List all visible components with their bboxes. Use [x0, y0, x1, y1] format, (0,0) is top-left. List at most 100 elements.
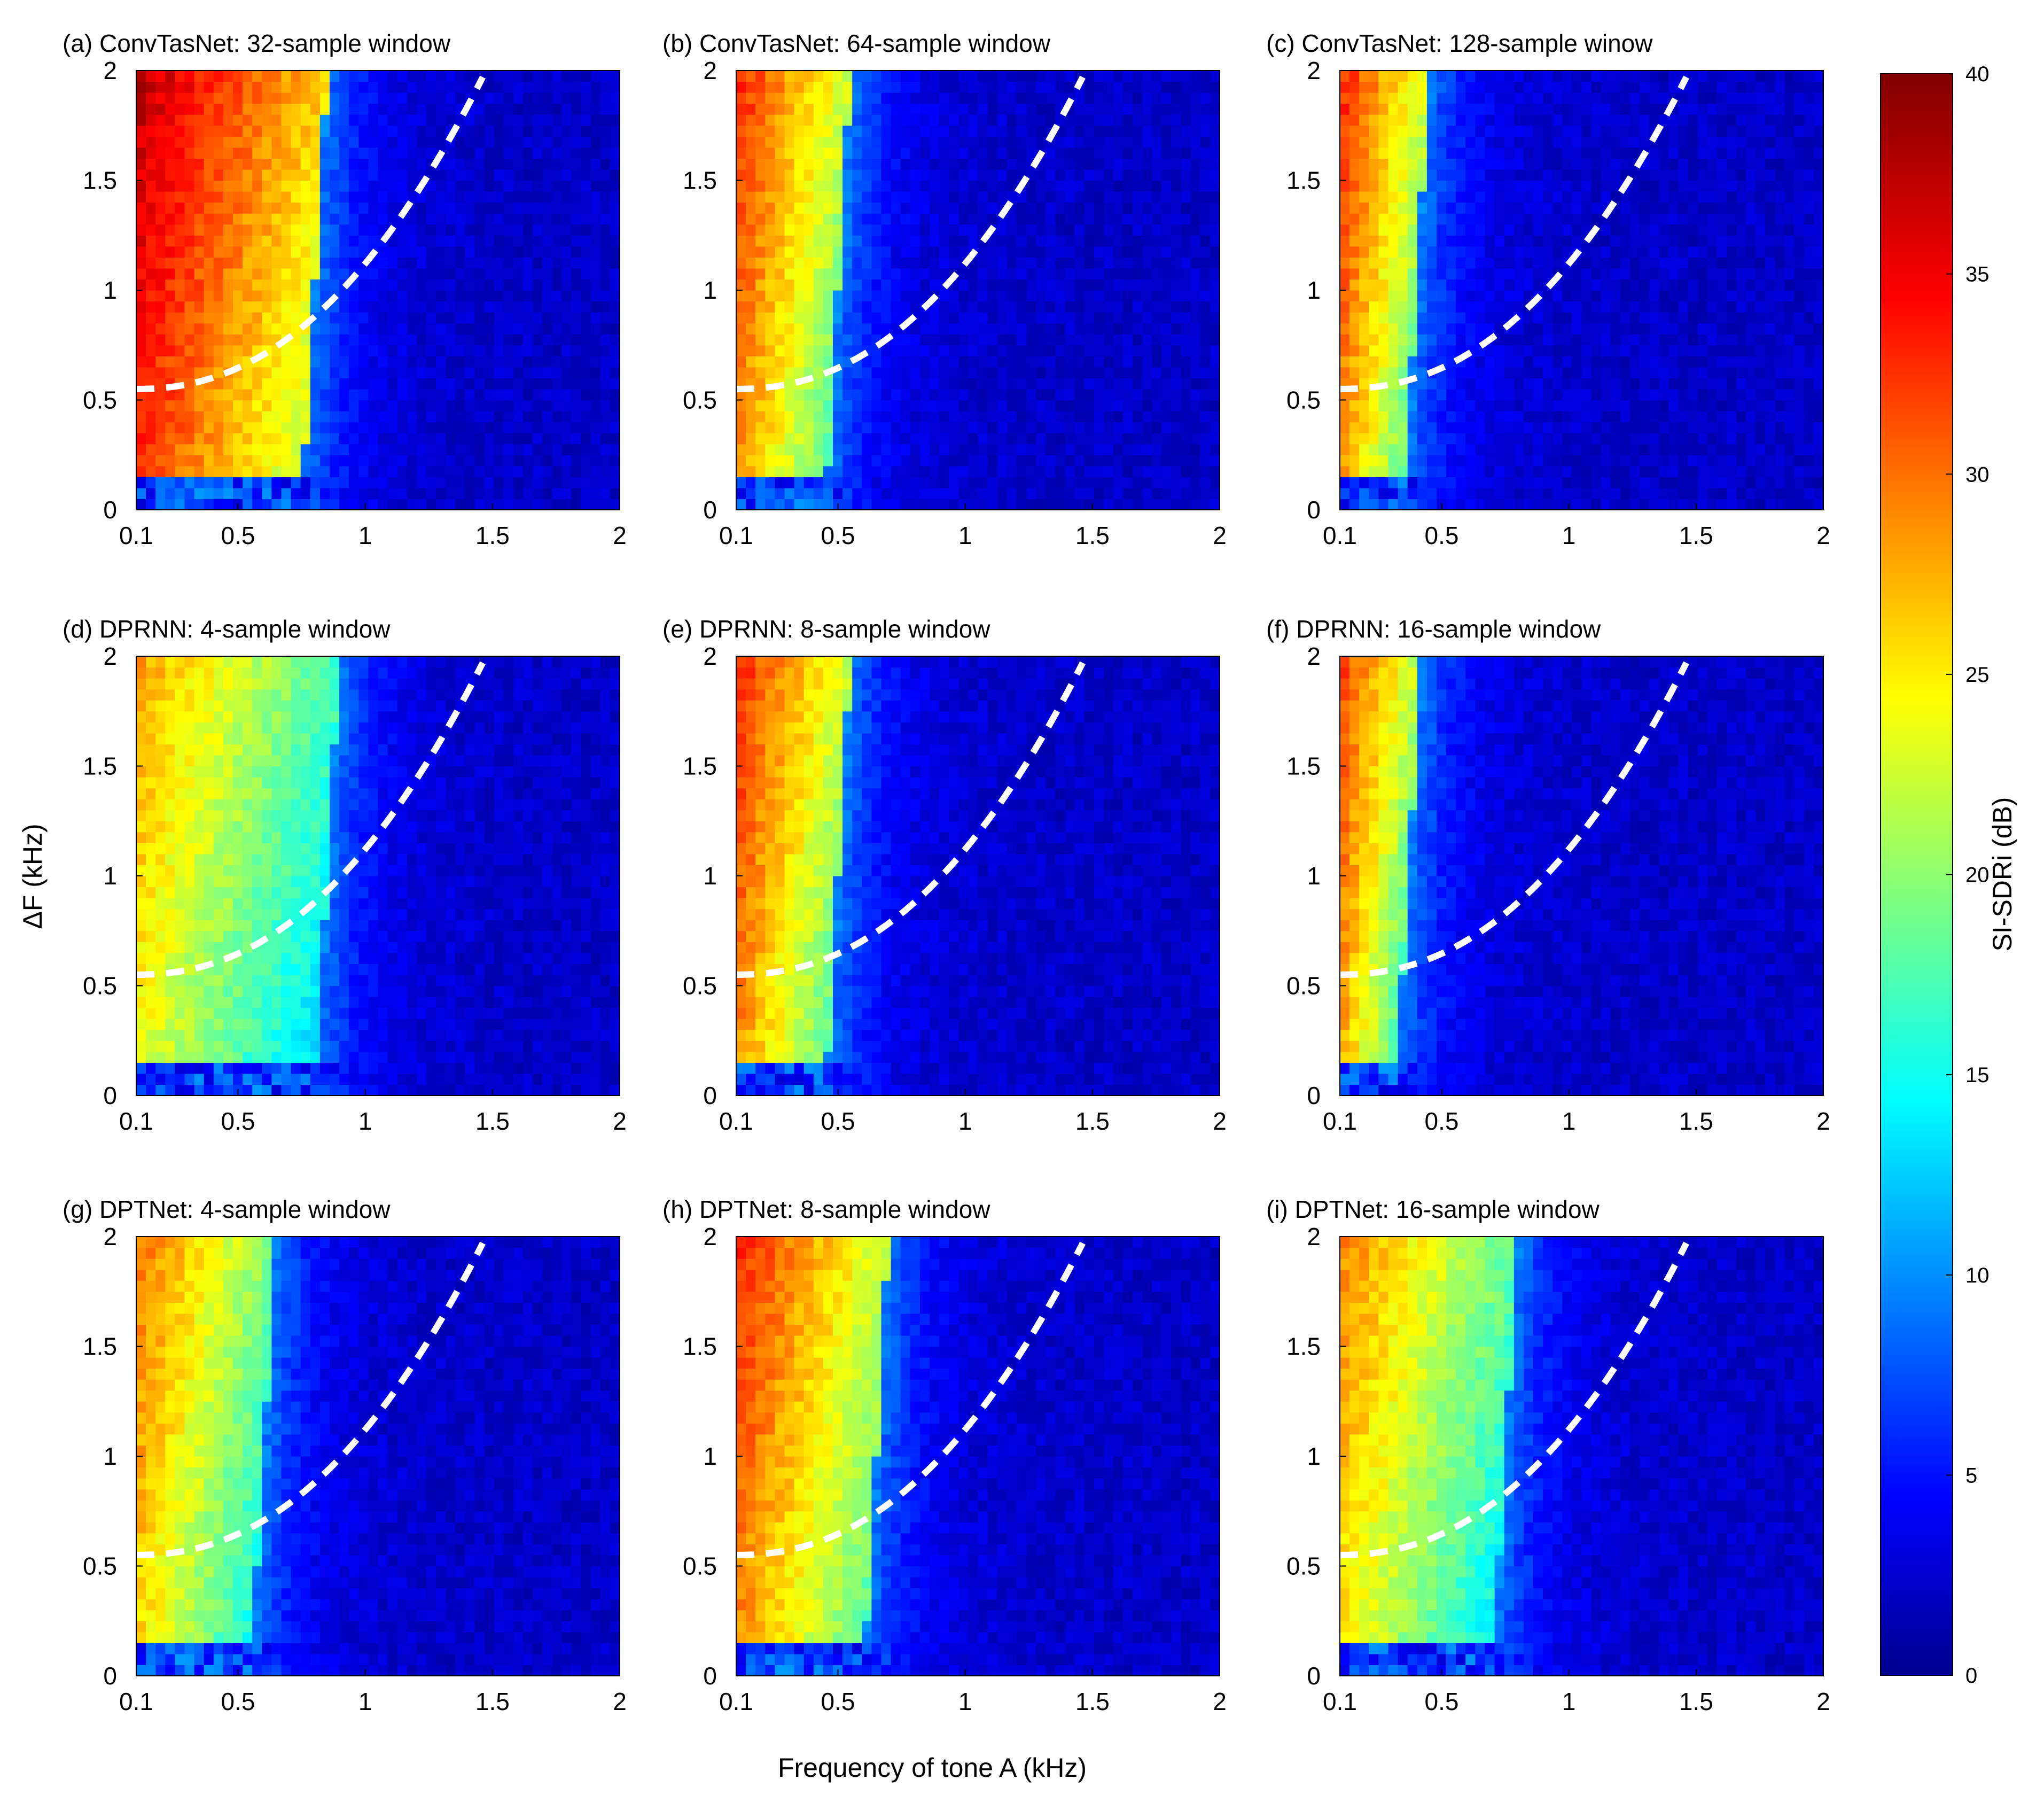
heatmap-cell	[1200, 400, 1211, 411]
heatmap-cell	[339, 312, 349, 324]
heatmap-cell	[271, 158, 282, 170]
heatmap-cell	[571, 213, 582, 225]
heatmap-cell	[243, 388, 253, 401]
heatmap-cell	[513, 433, 524, 445]
heatmap-cell	[349, 411, 359, 423]
heatmap-cell	[1340, 356, 1350, 368]
heatmap-cell	[871, 477, 882, 488]
heatmap-cell	[852, 433, 862, 445]
heatmap-cell	[833, 323, 843, 335]
heatmap-cell	[542, 103, 552, 115]
heatmap-cell	[900, 103, 911, 115]
heatmap-cell	[136, 213, 146, 225]
heatmap-cell	[1113, 114, 1124, 126]
heatmap-cell	[891, 444, 901, 455]
heatmap-cell	[1036, 422, 1046, 433]
heatmap-cell	[1523, 147, 1534, 159]
heatmap-cell	[949, 191, 959, 203]
heatmap-cell	[900, 433, 911, 445]
heatmap-cell	[319, 487, 330, 500]
heatmap-cell	[1398, 158, 1408, 170]
heatmap-cell	[561, 169, 572, 181]
heatmap-cell	[194, 268, 205, 280]
heatmap-cell	[1161, 92, 1172, 104]
heatmap-cell	[146, 169, 156, 181]
heatmap-cell	[533, 147, 543, 159]
heatmap-cell	[891, 334, 901, 346]
heatmap-cell	[561, 180, 572, 192]
heatmap-cell	[426, 367, 436, 378]
heatmap-cell	[1094, 224, 1104, 236]
heatmap-cell	[1407, 180, 1418, 192]
heatmap-cell	[1074, 257, 1085, 269]
heatmap-cell	[1142, 92, 1152, 104]
heatmap-cell	[446, 202, 456, 214]
heatmap-cell	[1084, 125, 1095, 137]
heatmap-cell	[1349, 169, 1360, 181]
heatmap-cell	[484, 158, 495, 170]
heatmap-cell	[600, 411, 611, 423]
heatmap-cell	[1084, 312, 1095, 324]
heatmap-cell	[561, 147, 572, 159]
heatmap-cell	[1190, 213, 1201, 225]
heatmap-cell	[533, 180, 543, 192]
heatmap-cell	[319, 433, 330, 445]
heatmap-cell	[175, 92, 185, 104]
heatmap-cell	[1190, 246, 1201, 258]
heatmap-cell	[146, 334, 156, 346]
heatmap-cell	[1103, 92, 1114, 104]
heatmap-cell	[378, 136, 388, 148]
heatmap-cell	[243, 125, 253, 137]
heatmap-cell	[552, 180, 562, 192]
heatmap-cell	[243, 180, 253, 192]
heatmap-cell	[204, 312, 214, 324]
heatmap-cell	[1152, 125, 1162, 137]
heatmap-cell	[1388, 444, 1399, 455]
heatmap-cell	[523, 81, 533, 93]
heatmap-cell	[900, 477, 911, 488]
heatmap-cell	[1552, 290, 1563, 302]
heatmap-cell	[755, 312, 766, 324]
heatmap-cell	[919, 388, 930, 401]
heatmap-cell	[987, 345, 998, 356]
heatmap-cell	[852, 465, 862, 477]
heatmap-cell	[243, 191, 253, 203]
heatmap-cell	[213, 367, 224, 378]
heatmap-cell	[1426, 487, 1437, 500]
heatmap-cell	[319, 169, 330, 181]
heatmap-cell	[968, 465, 979, 477]
heatmap-cell	[775, 257, 785, 269]
heatmap-cell	[136, 268, 146, 280]
heatmap-cell	[736, 103, 746, 115]
heatmap-cell	[1552, 180, 1563, 192]
heatmap-cell	[397, 125, 408, 137]
heatmap-cell	[881, 71, 892, 82]
heatmap-cell	[416, 103, 427, 115]
heatmap-cell	[842, 334, 853, 346]
heatmap-cell	[194, 345, 205, 356]
heatmap-cell	[213, 356, 224, 368]
heatmap-cell	[590, 411, 601, 423]
heatmap-cell	[968, 290, 979, 302]
heatmap-cell	[1103, 367, 1114, 378]
heatmap-cell	[494, 224, 504, 236]
heatmap-cell	[542, 71, 552, 82]
heatmap-cell	[416, 268, 427, 280]
heatmap-cell	[155, 147, 166, 159]
heatmap-cell	[833, 147, 843, 159]
heatmap-cell	[155, 323, 166, 335]
heatmap-cell	[397, 71, 408, 82]
heatmap-cell	[987, 136, 998, 148]
heatmap-cell	[1142, 290, 1152, 302]
heatmap-cell	[842, 213, 853, 225]
heatmap-cell	[155, 224, 166, 236]
heatmap-cell	[213, 103, 224, 115]
heatmap-cell	[494, 158, 504, 170]
heatmap-cell	[339, 367, 349, 378]
heatmap-cell	[610, 367, 620, 378]
heatmap-cell	[1543, 455, 1553, 467]
heatmap-cell	[571, 224, 582, 236]
heatmap-cell	[755, 103, 766, 115]
heatmap-cell	[1407, 235, 1418, 247]
heatmap-cell	[1171, 367, 1182, 378]
